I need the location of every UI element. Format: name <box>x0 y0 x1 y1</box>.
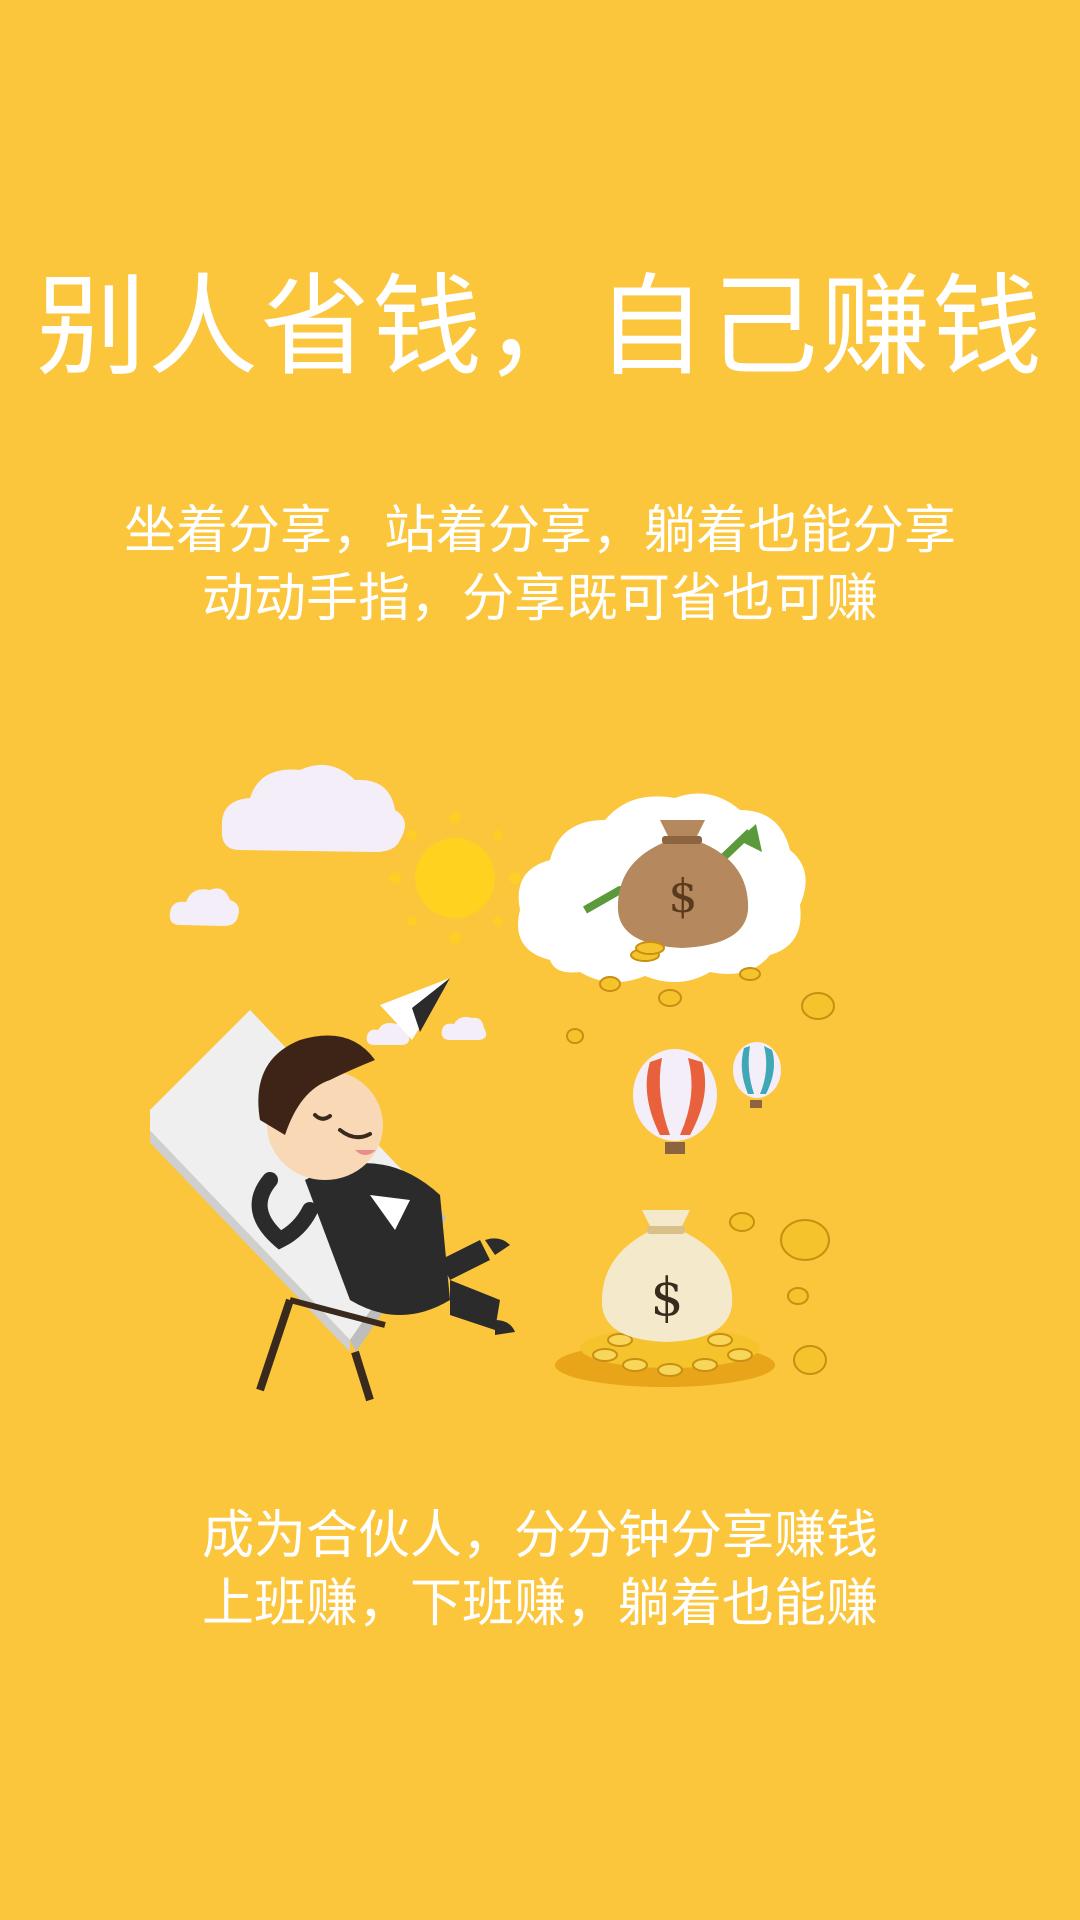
small-cloud-icon <box>169 888 239 926</box>
relaxing-man-icon <box>251 1035 515 1335</box>
subtitle-line-1: 坐着分享，站着分享，躺着也能分享 <box>123 501 956 561</box>
tiny-cloud-icon <box>366 1016 487 1045</box>
coin-pile-bag-symbol: $ <box>650 1268 683 1328</box>
footer-text: 成为合伙人，分分钟分享赚钱 上班赚，下班赚，躺着也能赚 <box>0 1502 1080 1638</box>
subtitle-line-2: 动动手指，分享既可省也可赚 <box>201 569 878 629</box>
footer-line-1: 成为合伙人，分分钟分享赚钱 <box>201 1506 878 1566</box>
headline: 别人省钱，自己赚钱 <box>36 263 1044 391</box>
subtitle: 坐着分享，站着分享，躺着也能分享 动动手指，分享既可省也可赚 <box>0 497 1080 633</box>
relaxing-earner-illustration: $ <box>150 764 835 1402</box>
money-bag-icon: $ <box>617 820 749 948</box>
footer-line-2: 上班赚，下班赚，躺着也能赚 <box>201 1574 878 1634</box>
money-bag-symbol: $ <box>668 869 697 923</box>
paper-plane-icon <box>380 978 450 1040</box>
hot-air-balloon-icon <box>633 1042 781 1154</box>
coin-pile-icon: $ <box>555 1210 830 1387</box>
sun-icon <box>389 812 521 944</box>
cloud-icon <box>221 764 405 852</box>
coin-icon <box>566 941 835 1044</box>
